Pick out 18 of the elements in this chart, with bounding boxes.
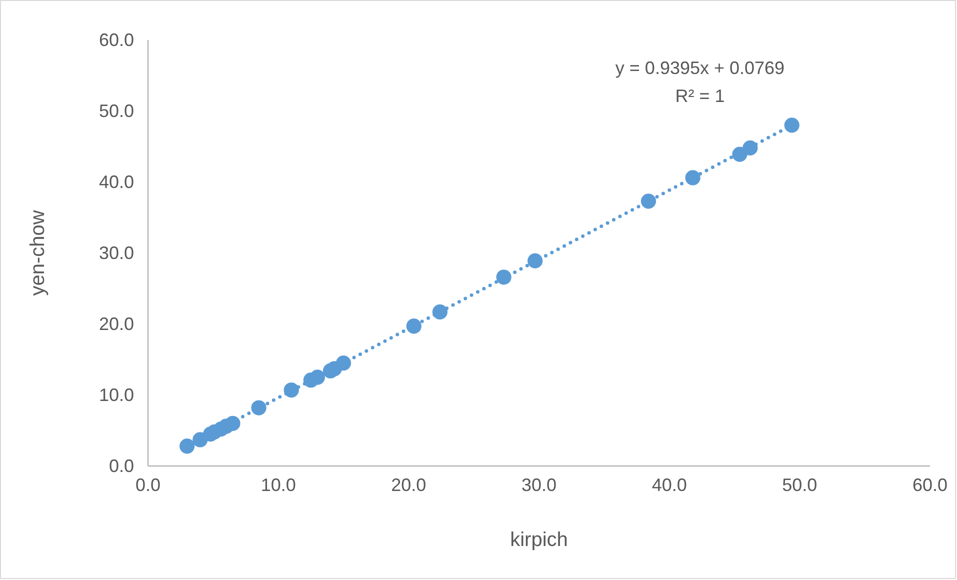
x-tick-label: 50.0 — [782, 474, 818, 495]
y-tick-label: 50.0 — [98, 100, 134, 121]
y-axis-title: yen-chow — [27, 210, 49, 296]
y-tick-label: 20.0 — [98, 314, 134, 334]
annotation: R² = 1 — [675, 86, 725, 106]
x-tick-label: 0.0 — [135, 474, 161, 495]
y-tick-label: 40.0 — [98, 172, 134, 192]
x-tick-label: 30.0 — [521, 474, 557, 495]
y-tick-label: 60.0 — [98, 30, 134, 50]
y-tick-label: 10.0 — [98, 384, 134, 405]
x-tick-label: 40.0 — [652, 474, 687, 495]
x-axis-title: kirpich — [510, 529, 568, 551]
annotation: y = 0.9395x + 0.0769 — [615, 58, 785, 78]
y-tick-label: 30.0 — [98, 242, 134, 263]
y-tick-label: 0.0 — [108, 456, 134, 476]
x-tick-label: 60.0 — [912, 474, 948, 495]
x-tick-label: 10.0 — [260, 474, 296, 495]
x-tick-label: 20.0 — [391, 474, 426, 495]
